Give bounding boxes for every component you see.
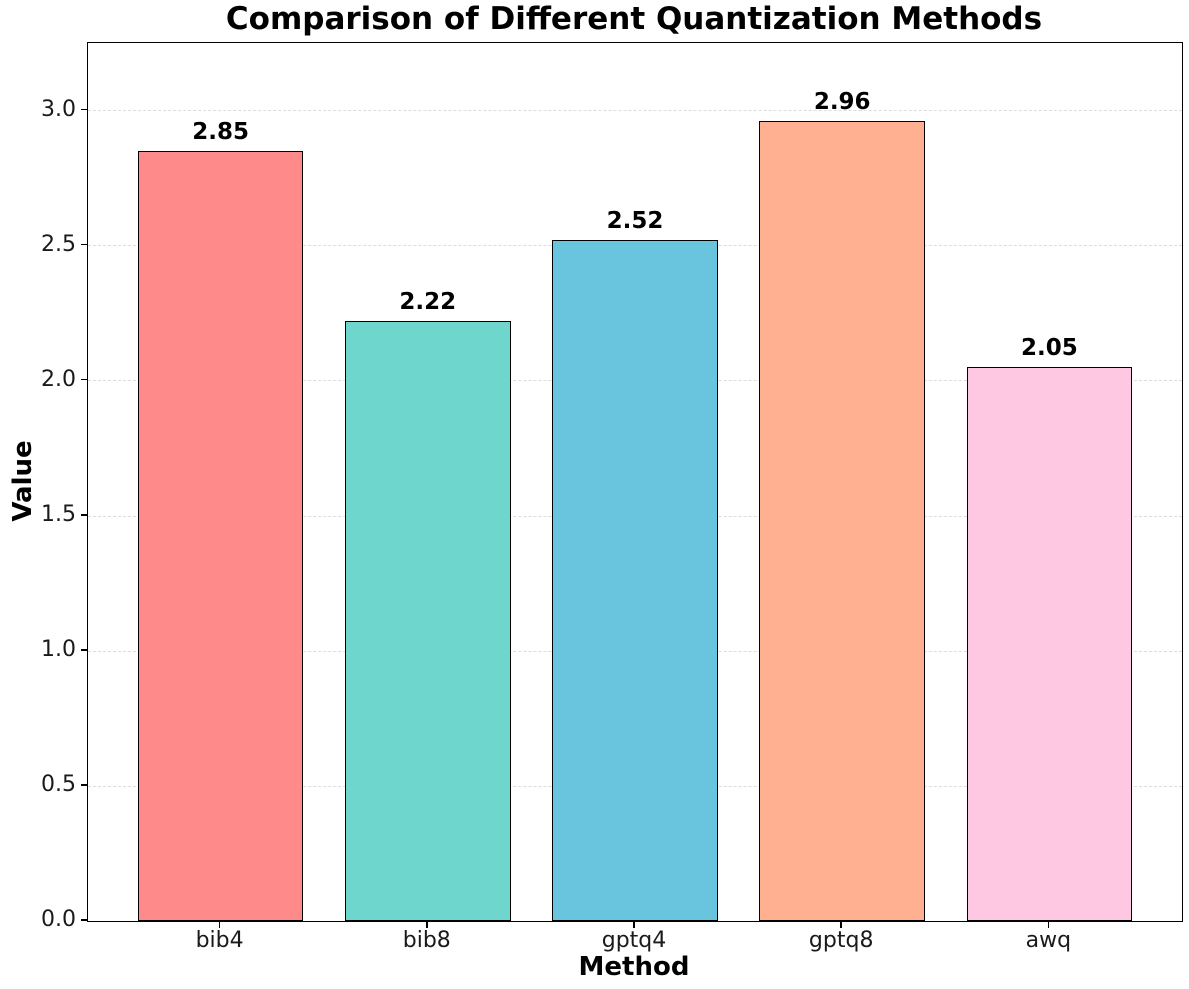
bar-bib8 — [344, 321, 511, 921]
bar-value-label-bib4: 2.85 — [192, 119, 249, 146]
bar-bib4 — [137, 151, 304, 921]
y-tick-mark-0.5 — [81, 784, 87, 786]
y-tick-mark-1 — [81, 649, 87, 651]
bar-value-label-awq: 2.05 — [1021, 335, 1078, 362]
y-tick-mark-2.5 — [81, 243, 87, 246]
bar-gptq8 — [759, 121, 926, 921]
bar-value-label-gptq4: 2.52 — [606, 208, 664, 235]
gridline-y-3 — [88, 110, 1182, 112]
x-tick-label-gptq4: gptq4 — [601, 928, 667, 953]
y-tick-mark-1.5 — [81, 514, 87, 516]
bar-value-label-bib8: 2.22 — [399, 289, 457, 316]
y-tick-label-1: 1.0 — [41, 636, 76, 662]
chart-title: Comparison of Different Quantization Met… — [225, 1, 1043, 37]
y-tick-label-0.5: 0.5 — [41, 771, 76, 797]
y-tick-label-1.5: 1.5 — [41, 501, 76, 527]
bar-gptq4 — [552, 240, 718, 921]
y-tick-mark-3 — [81, 108, 87, 111]
y-tick-mark-2 — [81, 378, 87, 381]
x-axis-label: Method — [578, 952, 690, 982]
x-tick-mark-gptq4 — [633, 921, 635, 928]
x-tick-mark-gptq8 — [840, 921, 842, 928]
y-tick-label-0: 0.0 — [41, 907, 76, 932]
y-tick-label-3: 3.0 — [41, 96, 76, 122]
x-tick-label-awq: awq — [1025, 928, 1072, 953]
x-tick-label-bib4: bib4 — [195, 928, 244, 953]
y-tick-mark-0 — [81, 919, 87, 921]
x-tick-mark-bib4 — [218, 921, 221, 928]
y-tick-label-2.5: 2.5 — [41, 231, 76, 257]
y-tick-label-2: 2.0 — [41, 366, 76, 392]
x-tick-label-bib8: bib8 — [402, 928, 451, 953]
plot-area: 2.85 2.22 2.52 2.96 2.05 — [87, 42, 1183, 922]
x-tick-label-gptq8: gptq8 — [808, 928, 874, 953]
bar-awq — [966, 367, 1133, 921]
x-tick-mark-awq — [1047, 921, 1050, 928]
x-tick-mark-bib8 — [426, 921, 428, 928]
bar-value-label-gptq8: 2.96 — [813, 89, 871, 116]
